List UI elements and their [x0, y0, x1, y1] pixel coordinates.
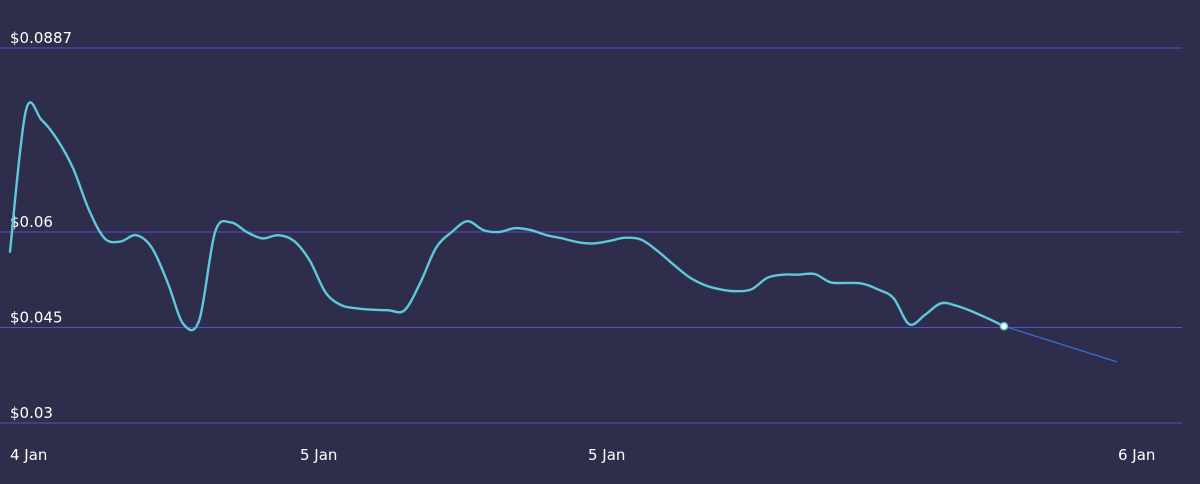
x-axis-labels: 4 Jan 5 Jan 5 Jan 6 Jan — [10, 446, 1155, 464]
price-series-line — [8, 101, 1006, 332]
x-tick-label: 5 Jan — [588, 446, 625, 464]
grid-lines — [0, 47, 1182, 424]
y-tick-label: $0.045 — [10, 309, 63, 327]
y-tick-label: $0.03 — [10, 404, 53, 422]
forecast-series-line — [1003, 325, 1118, 363]
x-tick-label: 5 Jan — [300, 446, 337, 464]
x-tick-label: 6 Jan — [1118, 446, 1155, 464]
x-tick-label: 4 Jan — [10, 446, 47, 464]
y-tick-label: $0.06 — [10, 213, 53, 231]
current-price-marker[interactable] — [999, 321, 1009, 331]
y-axis-labels: $0.0887 $0.06 $0.045 $0.03 — [10, 29, 72, 422]
y-tick-label: $0.0887 — [10, 29, 72, 47]
